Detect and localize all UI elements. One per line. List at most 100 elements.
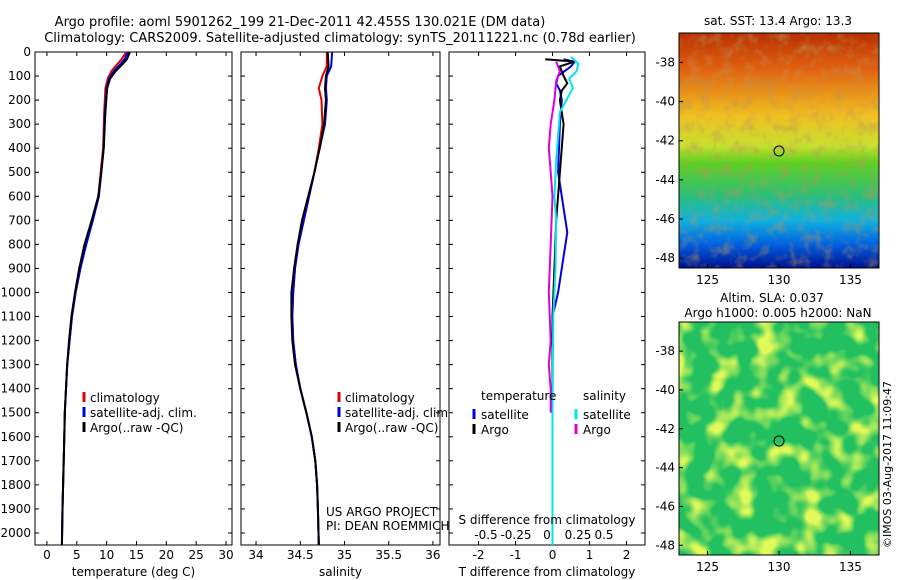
salinity-panel: 34 34.5 35 35.5 36 salinity climatologysatelli… xyxy=(240,51,452,579)
top-tick-label: -0.5 xyxy=(474,528,497,542)
watermark: ©IMOS 03-Aug-2017 11:09:47 xyxy=(881,381,894,548)
sla-map-title-2: Argo h1000: 0.005 h2000: NaN xyxy=(684,306,871,320)
legend-label: Argo(..raw -QC) xyxy=(90,421,183,435)
temperature-axes-frame xyxy=(34,51,233,546)
temperature-xlabel: temperature (deg C) xyxy=(72,565,195,579)
sla-map-texture xyxy=(679,322,879,555)
series-line-argo xyxy=(60,51,131,546)
series-line-argo xyxy=(290,51,330,546)
legend-label: Argo xyxy=(481,423,509,437)
map-x-tick-label: 135 xyxy=(839,560,862,574)
title-line-2: Climatology: CARS2009. Satellite-adjuste… xyxy=(44,31,636,46)
y-tick-label: 300 xyxy=(8,117,31,131)
x-tick-label: 30 xyxy=(218,548,233,562)
sst-map: sat. SST: 13.4 Argo: 13.3 125 130 135 -38 -4… xyxy=(655,14,880,287)
temperature-panel: 0 5 10 15 20 25 300100200300400500600700800900… xyxy=(0,45,233,579)
salinity-xlabel: salinity xyxy=(319,565,362,579)
legend-label: satellite-adj. clim. xyxy=(90,406,197,420)
legend-label: satellite-adj. clim. xyxy=(345,406,452,420)
y-tick-label: 1700 xyxy=(0,454,31,468)
legend-label: Argo(..raw -QC) xyxy=(345,421,438,435)
x-tick-label: 0 xyxy=(549,548,557,562)
title-line-1: Argo profile: aoml 5901262_199 21-Dec-20… xyxy=(55,15,546,30)
legend-label: satellite xyxy=(583,408,631,422)
difference-top-xlabel: S difference from climatology xyxy=(459,513,636,527)
top-tick-label: 0 xyxy=(543,528,551,542)
legend-temperature-title: temperature xyxy=(481,389,556,403)
x-tick-label: 36 xyxy=(425,548,440,562)
legend-label: Argo xyxy=(583,423,611,437)
top-tick-label: 0.5 xyxy=(594,528,613,542)
map-y-tick-label: -46 xyxy=(655,212,675,226)
x-tick-label: 2 xyxy=(623,548,631,562)
sst-map-texture xyxy=(679,33,879,268)
y-tick-label: 600 xyxy=(8,189,31,203)
x-tick-label: 34.5 xyxy=(287,548,314,562)
difference-xlabel: T difference from climatology xyxy=(458,565,636,579)
map-x-tick-label: 130 xyxy=(768,560,791,574)
y-tick-label: 0 xyxy=(23,45,31,59)
x-tick-label: 5 xyxy=(73,548,81,562)
y-tick-label: 200 xyxy=(8,93,31,107)
map-y-tick-label: -46 xyxy=(655,499,675,513)
top-tick-label: 0.25 xyxy=(565,528,592,542)
x-tick-label: 0 xyxy=(43,548,51,562)
map-y-tick-label: -48 xyxy=(655,538,675,552)
project-annotation: US ARGO PROJECT xyxy=(326,505,438,519)
x-tick-label: 15 xyxy=(129,548,144,562)
y-tick-label: 1000 xyxy=(0,285,31,299)
map-y-tick-label: -44 xyxy=(655,461,675,475)
x-tick-label: 34 xyxy=(248,548,263,562)
difference-axes-frame xyxy=(448,51,646,546)
map-y-tick-label: -38 xyxy=(655,55,675,69)
y-tick-label: 700 xyxy=(8,213,31,227)
sla-map-argo-marker xyxy=(773,435,785,447)
y-tick-label: 1600 xyxy=(0,430,31,444)
difference-panel: -2 -1 0 1 2 T difference from climatology temp… xyxy=(448,51,646,579)
top-tick-label: -0.25 xyxy=(500,528,531,542)
sla-map-title-1: Altim. SLA: 0.037 xyxy=(720,291,824,305)
y-tick-label: 500 xyxy=(8,165,31,179)
y-tick-label: 1500 xyxy=(0,406,31,420)
x-tick-label: -1 xyxy=(510,548,522,562)
y-tick-label: 400 xyxy=(8,141,31,155)
x-tick-label: 35 xyxy=(337,548,352,562)
map-x-tick-label: 135 xyxy=(839,273,862,287)
y-tick-label: 2000 xyxy=(0,526,31,540)
legend-label: climatology xyxy=(345,391,415,405)
y-tick-label: 900 xyxy=(8,261,31,275)
pi-annotation: PI: DEAN ROEMMICH xyxy=(326,519,449,533)
map-y-tick-label: -42 xyxy=(655,134,675,148)
y-tick-label: 800 xyxy=(8,237,31,251)
map-y-tick-label: -40 xyxy=(655,95,675,109)
x-tick-label: 35.5 xyxy=(375,548,402,562)
y-tick-label: 100 xyxy=(8,69,31,83)
x-tick-label: 10 xyxy=(99,548,114,562)
x-tick-label: 25 xyxy=(189,548,204,562)
map-y-tick-label: -42 xyxy=(655,422,675,436)
series-line-s-argo xyxy=(547,61,561,413)
map-y-tick-label: -38 xyxy=(655,344,675,358)
legend-salinity-title: salinity xyxy=(583,389,626,403)
map-y-tick-label: -48 xyxy=(655,251,675,265)
legend-label: satellite xyxy=(481,408,529,422)
y-tick-label: 1400 xyxy=(0,382,31,396)
salinity-axes-frame xyxy=(240,51,441,546)
map-y-tick-label: -40 xyxy=(655,383,675,397)
map-x-tick-label: 130 xyxy=(768,273,791,287)
y-tick-label: 1200 xyxy=(0,334,31,348)
map-x-tick-label: 125 xyxy=(696,273,719,287)
legend-label: climatology xyxy=(90,391,160,405)
sla-map: Altim. SLA: 0.037 Argo h1000: 0.005 h200… xyxy=(655,291,880,574)
sst-map-argo-marker xyxy=(773,145,785,157)
y-tick-label: 1800 xyxy=(0,478,31,492)
x-tick-label: -2 xyxy=(473,548,485,562)
y-tick-label: 1300 xyxy=(0,358,31,372)
map-y-tick-label: -44 xyxy=(655,173,675,187)
series-line-s-satellite xyxy=(551,56,580,545)
sst-map-title: sat. SST: 13.4 Argo: 13.3 xyxy=(704,14,852,28)
map-x-tick-label: 125 xyxy=(696,560,719,574)
y-tick-label: 1900 xyxy=(0,502,31,516)
x-tick-label: 1 xyxy=(586,548,594,562)
